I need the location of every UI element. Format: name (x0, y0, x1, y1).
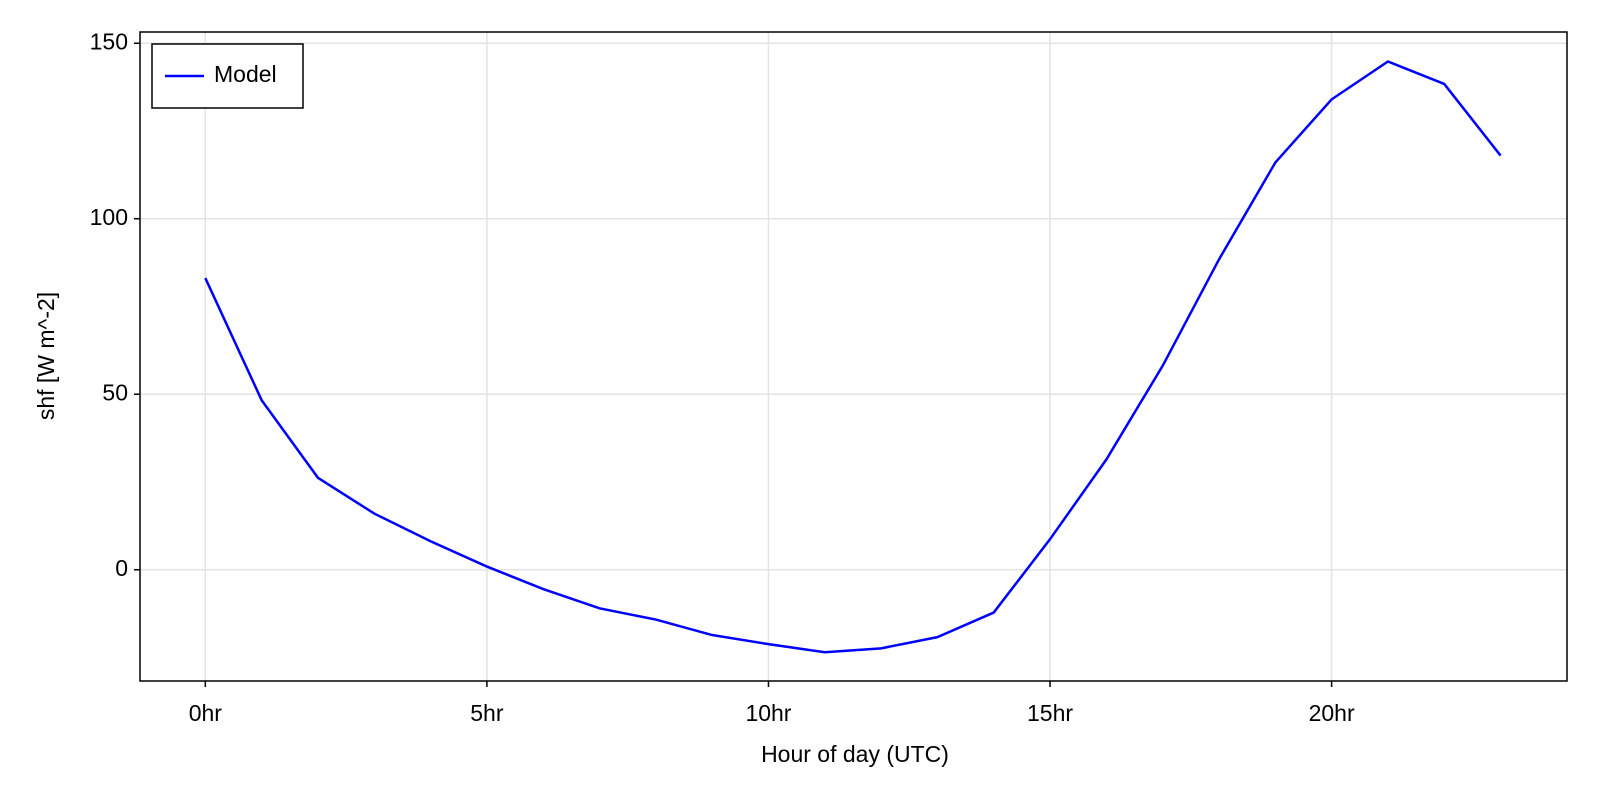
plot-frame (139, 31, 1568, 682)
x-tick-label: 5hr (470, 700, 504, 726)
x-axis-label: Hour of day (UTC) (761, 741, 949, 767)
y-tick-label: 100 (90, 204, 128, 230)
x-tick-label: 20hr (1309, 700, 1355, 726)
y-axis-label: shf [W m^-2] (33, 292, 59, 420)
y-tick-label: 150 (90, 28, 128, 54)
x-tick-label: 0hr (189, 700, 223, 726)
x-tick-label: 10hr (745, 700, 791, 726)
data-line (204, 60, 1502, 654)
x-tick-label: 15hr (1027, 700, 1073, 726)
legend-box (151, 43, 304, 109)
legend-label: Model (214, 61, 277, 87)
y-tick-label: 0 (115, 555, 128, 581)
y-tick-label: 50 (102, 379, 128, 405)
